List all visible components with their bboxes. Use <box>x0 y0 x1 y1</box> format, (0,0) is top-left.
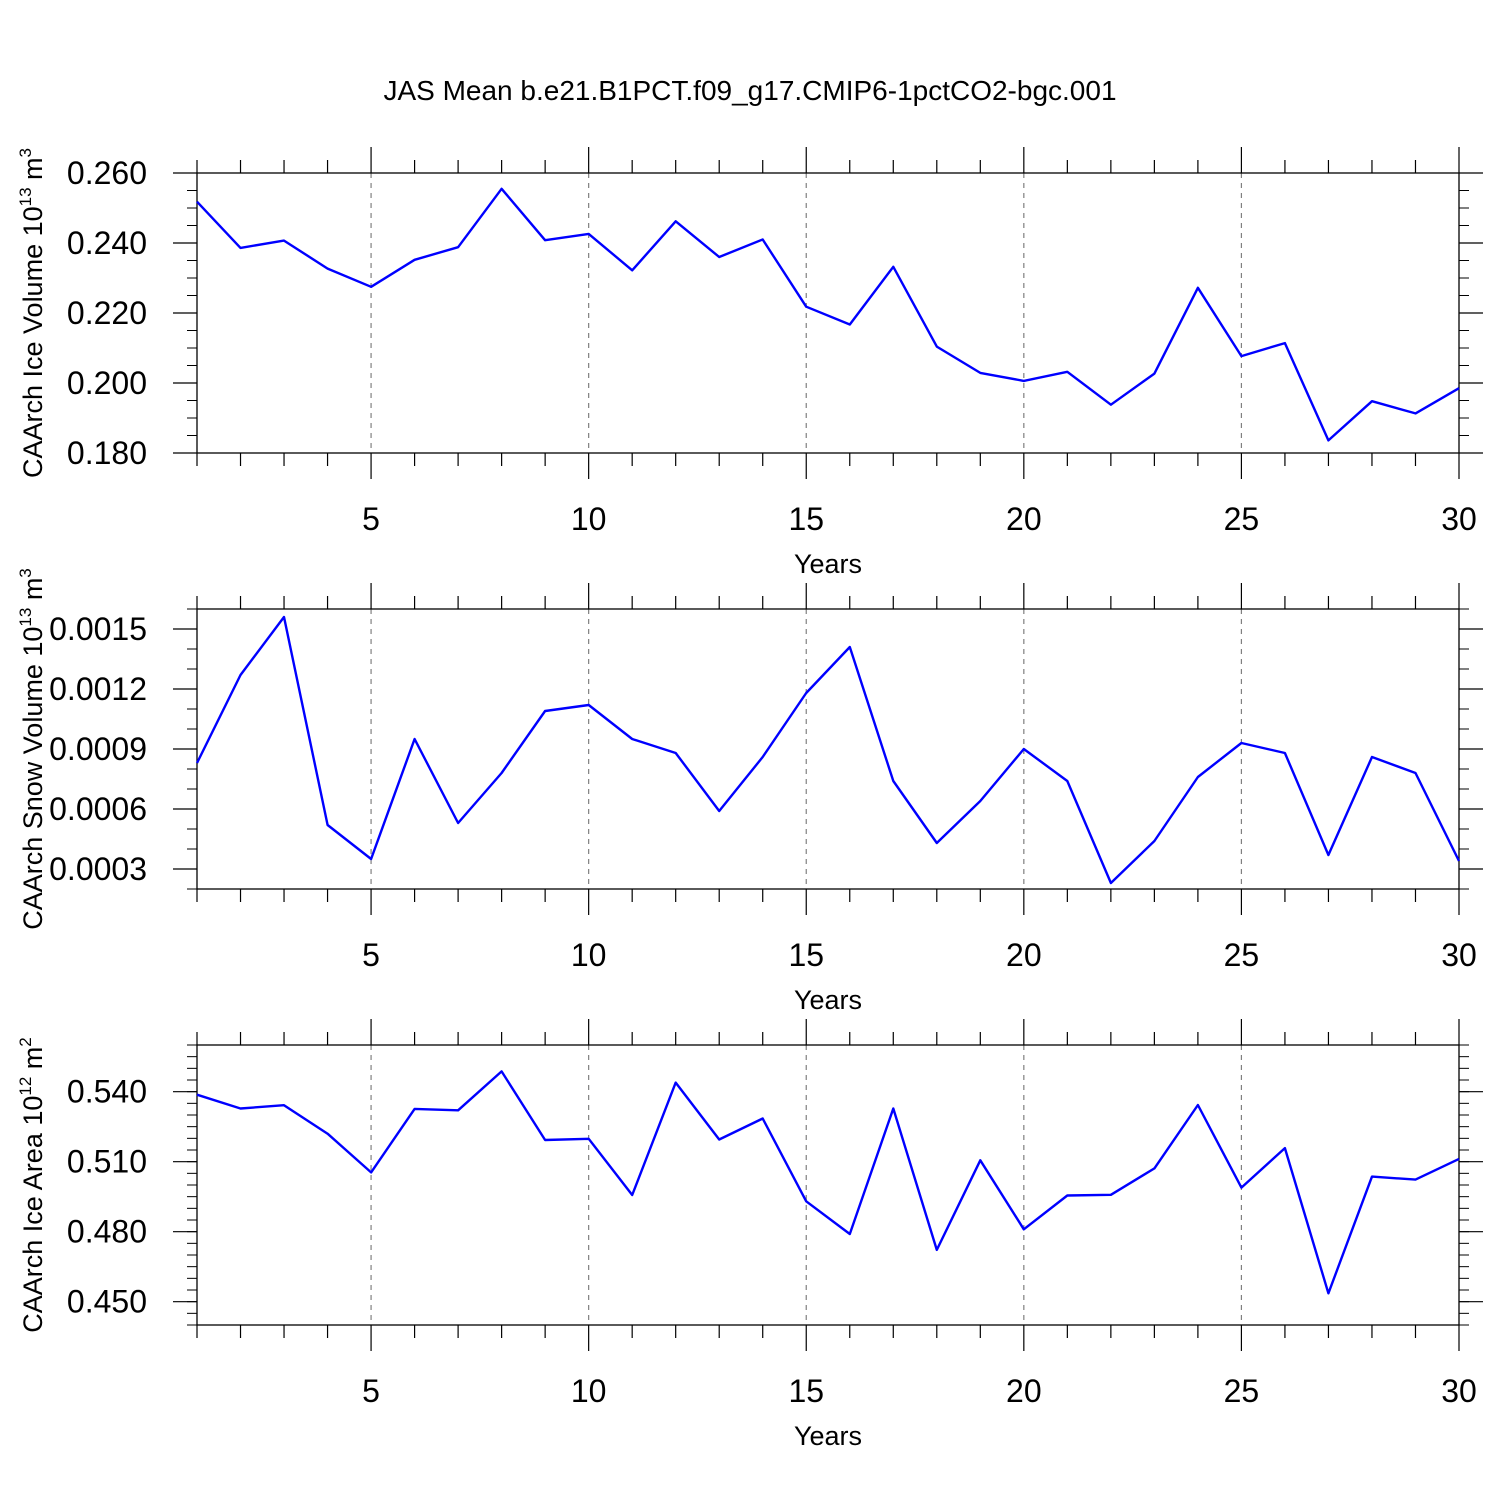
x-tick-label: 20 <box>1006 1373 1042 1409</box>
x-axis-label: Years <box>794 985 862 1015</box>
chart-panel-1: 0.180 0.200 0.220 0.240 0.260 5 10 15 20 25 30 Year… <box>16 147 1483 579</box>
x-tick-label: 20 <box>1006 937 1042 973</box>
y-tick-label: 0.220 <box>67 295 147 331</box>
y-axis-label-exponent: 12 <box>16 1077 35 1096</box>
y-tick-label: 0.260 <box>67 155 147 191</box>
series-line <box>196 187 1460 442</box>
x-tick-label: 5 <box>362 937 380 973</box>
x-tick-label: 10 <box>571 501 607 537</box>
y-tick-label: 0.180 <box>67 435 147 471</box>
x-tick-label: 15 <box>788 501 824 537</box>
y-axis-label-unit-exponent: 2 <box>16 1037 35 1046</box>
y-axis-label: CAArch Ice Area 1012 m2 <box>16 1037 48 1333</box>
x-tick-label: 10 <box>571 937 607 973</box>
y-tick-label: 0.0009 <box>49 731 147 767</box>
y-tick-label: 0.0006 <box>49 791 147 827</box>
y-axis-label-text: CAArch Ice Area 10 <box>18 1096 48 1333</box>
y-axis-label: CAArch Ice Volume 1013 m3 <box>16 148 48 478</box>
chart-panel-2: 0.0003 0.0006 0.0009 0.0012 0.0015 5 10 15 20 25 3… <box>16 568 1483 1015</box>
y-axis-label-unit: m <box>18 157 48 187</box>
x-tick-label: 15 <box>788 937 824 973</box>
x-tick-label: 30 <box>1441 937 1477 973</box>
y-axis-label-text: CAArch Snow Volume 10 <box>18 627 48 930</box>
y-axis-label-exponent: 13 <box>16 187 35 206</box>
y-axis-label: CAArch Snow Volume 1013 m3 <box>16 568 48 930</box>
y-axis-label-unit-exponent: 3 <box>16 148 35 157</box>
series-line <box>195 615 1461 885</box>
x-tick-label: 15 <box>788 1373 824 1409</box>
y-tick-label: 0.0015 <box>49 611 147 647</box>
y-tick-label: 0.540 <box>67 1074 147 1110</box>
x-tick-label: 5 <box>362 501 380 537</box>
x-tick-label: 10 <box>571 1373 607 1409</box>
x-tick-label: 25 <box>1224 1373 1260 1409</box>
x-tick-label: 25 <box>1224 937 1260 973</box>
figure-title: JAS Mean b.e21.B1PCT.f09_g17.CMIP6-1pctC… <box>383 75 1116 106</box>
x-tick-label: 30 <box>1441 1373 1477 1409</box>
series-line <box>196 1070 1460 1295</box>
y-tick-label: 0.200 <box>67 365 147 401</box>
x-tick-label: 30 <box>1441 501 1477 537</box>
x-tick-label: 25 <box>1224 501 1260 537</box>
y-axis-label-unit: m <box>18 1047 48 1077</box>
y-tick-label: 0.450 <box>67 1284 147 1320</box>
x-axis-label: Years <box>794 549 862 579</box>
y-axis-label-unit: m <box>18 578 48 608</box>
chart-panel-3: 0.450 0.480 0.510 0.540 5 10 15 20 25 30 Years CAAr… <box>16 1019 1483 1451</box>
y-axis-label-text: CAArch Ice Volume 10 <box>18 206 48 478</box>
x-tick-label: 20 <box>1006 501 1042 537</box>
y-axis-label-unit-exponent: 3 <box>16 568 35 577</box>
y-tick-label: 0.240 <box>67 225 147 261</box>
x-axis-label: Years <box>794 1421 862 1451</box>
x-tick-label: 5 <box>362 1373 380 1409</box>
y-tick-label: 0.510 <box>67 1144 147 1180</box>
y-tick-label: 0.480 <box>67 1214 147 1250</box>
y-tick-label: 0.0012 <box>49 671 147 707</box>
y-axis-label-exponent: 13 <box>16 608 35 627</box>
y-tick-label: 0.0003 <box>49 851 147 887</box>
